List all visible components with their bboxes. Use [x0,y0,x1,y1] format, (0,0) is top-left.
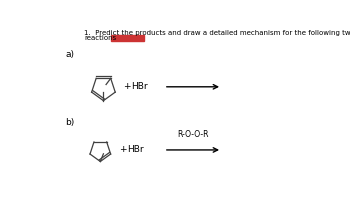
Text: a): a) [65,50,75,59]
Text: b): b) [65,118,75,127]
FancyBboxPatch shape [111,35,144,41]
Text: HBr: HBr [127,146,143,154]
Text: HBr: HBr [131,82,148,91]
Text: +: + [119,146,126,154]
Text: R-O-O-R: R-O-O-R [177,130,208,139]
Text: reactions: reactions [84,35,116,41]
Text: +: + [124,82,131,91]
Text: 1.  Predict the products and draw a detailed mechanism for the following two: 1. Predict the products and draw a detai… [84,30,350,36]
